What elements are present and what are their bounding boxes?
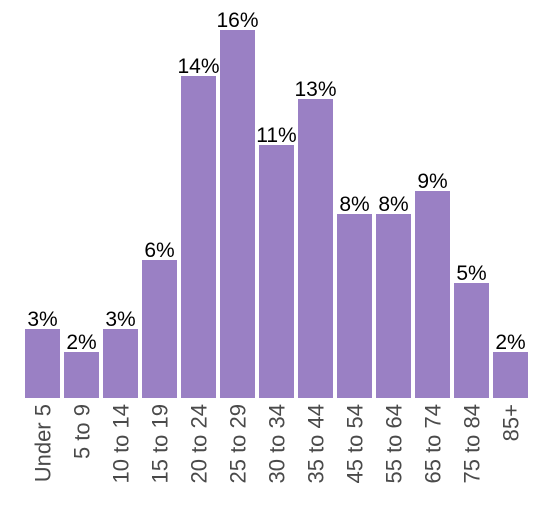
bar-value-label: 3% (27, 308, 57, 331)
bar-value-label: 5% (456, 262, 486, 285)
bar-75-to-84 (454, 283, 489, 398)
x-tick-label: 15 to 19 (148, 404, 173, 484)
x-tick-label: 25 to 29 (226, 404, 251, 484)
bar-55-to-64 (376, 214, 411, 398)
bar-value-label: 2% (495, 331, 525, 354)
x-tick-label: 85+ (499, 404, 524, 441)
bar-value-label: 13% (294, 78, 336, 101)
bar-under-5 (25, 329, 60, 398)
x-tick-label: 45 to 54 (343, 404, 368, 484)
bar-value-label: 8% (339, 193, 369, 216)
bar-45-to-54 (337, 214, 372, 398)
bar-value-label: 3% (105, 308, 135, 331)
bar-value-label: 9% (417, 170, 447, 193)
x-tick-label: 65 to 74 (421, 404, 446, 484)
bar-10-to-14 (103, 329, 138, 398)
bar-20-to-24 (181, 76, 216, 398)
x-tick-label: 10 to 14 (109, 404, 134, 484)
bar-25-to-29 (220, 30, 255, 398)
bar-15-to-19 (142, 260, 177, 398)
x-tick-label: Under 5 (31, 404, 56, 482)
x-tick-label: 5 to 9 (70, 404, 95, 459)
bar-85- (493, 352, 528, 398)
bar-30-to-34 (259, 145, 294, 398)
bars-group (25, 30, 528, 398)
x-tick-label: 75 to 84 (460, 404, 485, 484)
bar-value-label: 6% (144, 239, 174, 262)
x-tick-label: 20 to 24 (187, 404, 212, 484)
bar-value-label: 11% (256, 124, 296, 147)
x-tick-label: 30 to 34 (265, 404, 290, 484)
bar-value-label: 16% (216, 9, 258, 32)
x-tick-labels-group: Under 5 5 to 9 10 to 14 15 to 19 20 to 24 25 … (31, 404, 524, 484)
bar-value-label: 14% (177, 55, 219, 78)
bar-65-to-74 (415, 191, 450, 398)
x-tick-label: 35 to 44 (304, 404, 329, 484)
bar-5-to-9 (64, 352, 99, 398)
bar-value-label: 2% (66, 331, 96, 354)
x-tick-label: 55 to 64 (382, 404, 407, 484)
bar-value-label: 8% (378, 193, 408, 216)
bar-35-to-44 (298, 99, 333, 398)
bar-labels-group: 3% 2% 3% 6% 14% 16% 11% 13% 8% 8% 9% 5% 2% (27, 9, 525, 354)
